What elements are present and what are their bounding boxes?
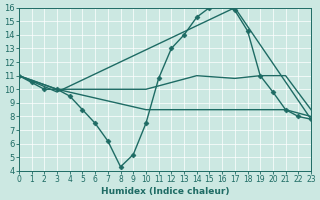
X-axis label: Humidex (Indice chaleur): Humidex (Indice chaleur): [101, 187, 229, 196]
